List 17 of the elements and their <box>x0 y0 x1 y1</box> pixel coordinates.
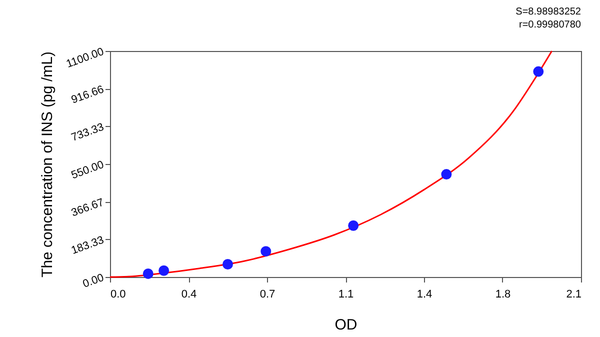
x-tick-label: 1.1 <box>338 288 354 300</box>
y-tick-label: 366.67 <box>70 196 106 220</box>
x-tick-label: 1.8 <box>495 288 511 300</box>
y-axis-title: The concentration of INS (pg /mL) <box>38 52 56 278</box>
x-axis-title: OD <box>334 316 358 334</box>
x-tick-label: 0.7 <box>260 288 276 300</box>
x-tick-label: 0.0 <box>110 288 126 300</box>
x-tick-label: 1.4 <box>416 288 432 300</box>
y-tick-label: 916.66 <box>70 84 106 106</box>
text: r=0.99980780 <box>518 19 582 30</box>
y-tick-label: 733.33 <box>70 121 106 144</box>
x-tick-label: 2.1 <box>566 288 582 300</box>
text: S=8.98983252 <box>516 6 582 18</box>
x-tick-label: 0.4 <box>181 288 197 300</box>
y-tick-label: 550.00 <box>70 158 106 182</box>
y-tick-label: 183.33 <box>70 234 106 257</box>
y-tick-label: 0.00 <box>81 272 106 290</box>
